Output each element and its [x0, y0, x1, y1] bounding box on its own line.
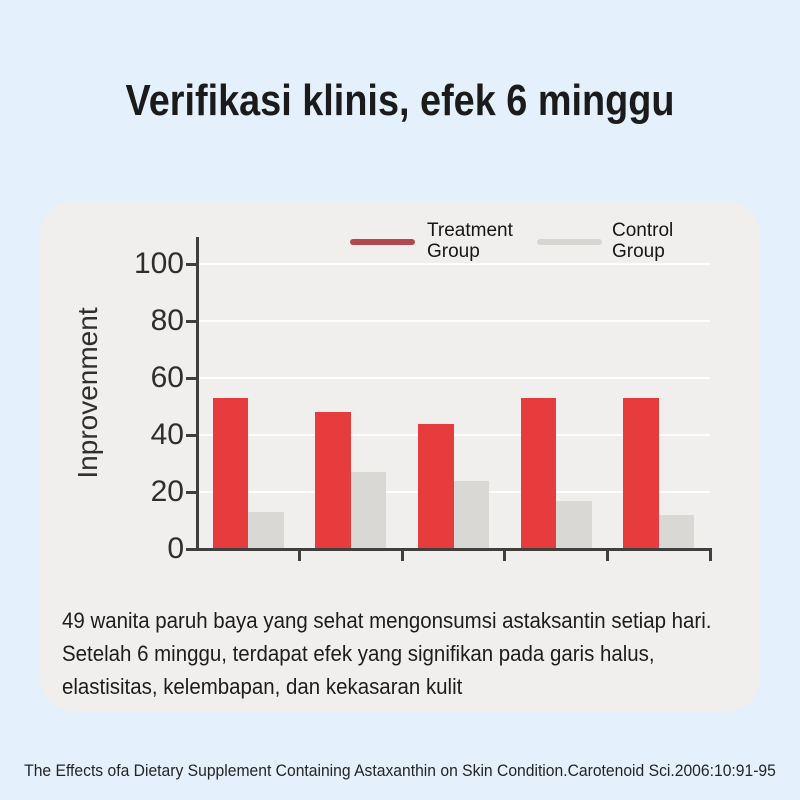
description-line: 49 wanita paruh baya yang sehat mengonsu… — [62, 608, 712, 633]
page-title: Verifikasi klinis, efek 6 minggu — [125, 76, 675, 125]
description-line: elastisitas, kelembapan, dan kekasaran k… — [62, 674, 463, 699]
description-line: Setelah 6 minggu, terdapat efek yang sig… — [62, 641, 655, 666]
citation-text: The Effects ofa Dietary Supplement Conta… — [24, 762, 776, 780]
description-text: 49 wanita paruh baya yang sehat mengonsu… — [62, 604, 711, 703]
